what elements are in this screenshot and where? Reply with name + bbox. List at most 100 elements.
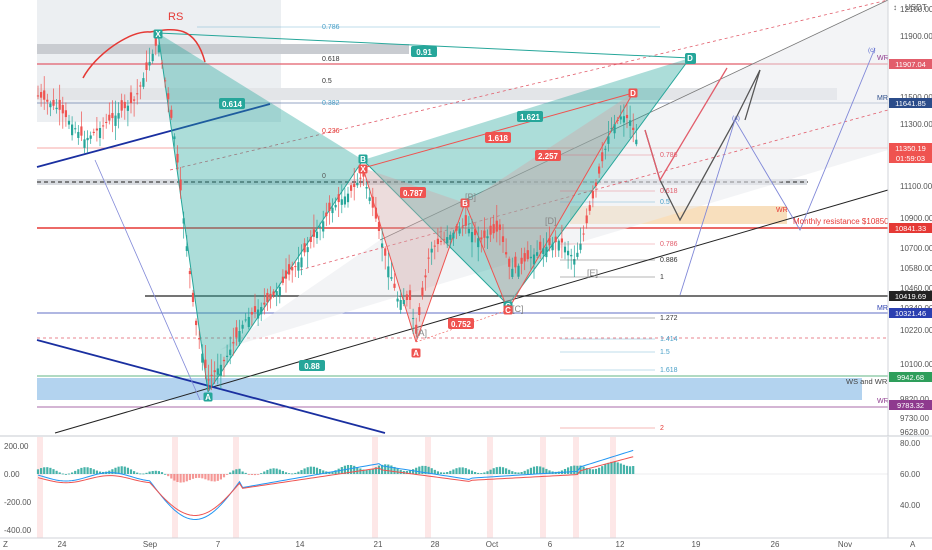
histogram-bar (523, 470, 526, 474)
histogram-bar (167, 474, 170, 477)
rs-label: RS (168, 11, 183, 23)
candle (548, 226, 551, 252)
histogram-bar (170, 474, 173, 479)
candle (483, 217, 486, 248)
pattern-point: B (460, 198, 470, 208)
histogram-bar (204, 474, 207, 480)
candle (467, 216, 470, 237)
candle (89, 131, 92, 144)
candle (560, 224, 563, 259)
histogram-bar (424, 465, 427, 474)
candle (291, 261, 294, 283)
histogram-bar (281, 470, 284, 474)
pattern-points: XABCDXABCD (153, 29, 696, 402)
fib-level: 0.5 (322, 78, 332, 85)
svg-text:0: 0 (322, 173, 326, 180)
ratio-tag: 0.787 (400, 187, 426, 198)
candle (272, 289, 275, 299)
histogram-bar (229, 472, 232, 474)
candle (579, 227, 582, 254)
histogram-bar (142, 473, 145, 475)
osc-highlight (487, 437, 493, 538)
candle (142, 72, 145, 90)
candle (238, 319, 241, 346)
candle (536, 240, 539, 259)
histogram-bar (356, 467, 359, 474)
histogram-bar (598, 467, 601, 474)
candle (58, 84, 61, 126)
histogram-bar (278, 469, 281, 474)
date-tick-label: 12 (616, 540, 625, 549)
histogram-bar (532, 466, 536, 474)
histogram-bar (58, 472, 61, 474)
svg-text:9942.68: 9942.68 (897, 373, 924, 382)
histogram-bar (120, 466, 123, 474)
histogram-bar (61, 473, 64, 475)
candle (340, 184, 343, 214)
pattern-point: D (685, 53, 696, 64)
date-tick-label: 6 (548, 540, 553, 549)
candle (430, 241, 433, 265)
candle (384, 246, 387, 270)
price-tag: 11907.04 (889, 59, 932, 69)
histogram-bar (467, 469, 470, 474)
candle (356, 173, 359, 189)
histogram-bar (607, 462, 610, 474)
svg-text:1.272: 1.272 (660, 315, 678, 322)
histogram-bar (139, 473, 142, 475)
candle (52, 88, 55, 110)
histogram-bar (387, 464, 390, 474)
osc-tick-label: 200.00 (4, 442, 29, 451)
candle (114, 100, 117, 140)
histogram-bar (585, 468, 588, 474)
svg-text:0.886: 0.886 (660, 257, 678, 264)
svg-text:0.382: 0.382 (322, 100, 340, 107)
svg-text:0.236: 0.236 (322, 128, 340, 135)
svg-text:0.614: 0.614 (222, 100, 243, 109)
candle (523, 247, 526, 271)
histogram-bar (539, 466, 542, 474)
red-harmonic-pattern (362, 92, 634, 343)
candle (244, 313, 247, 323)
svg-text:0.91: 0.91 (416, 48, 432, 57)
date-axis[interactable]: 24 Sep 7 14 21 28 Oct 6 12 19 26 Nov Z A (0, 537, 932, 550)
price-tick-label: 10220.00 (900, 326, 932, 335)
candle (160, 59, 164, 69)
histogram-bar (191, 474, 195, 479)
histogram-bar (145, 472, 148, 474)
candle (216, 353, 219, 385)
fib-level: 0.382 (322, 100, 340, 107)
fib-level: 0.618 (322, 56, 340, 63)
candle (517, 263, 520, 280)
svg-text:10841.33: 10841.33 (895, 224, 926, 233)
candle (126, 99, 129, 127)
candle (573, 245, 576, 278)
candle (322, 210, 325, 239)
candle (309, 230, 312, 249)
svg-text:A: A (413, 349, 419, 358)
histogram-bar (133, 471, 136, 474)
svg-text:1.621: 1.621 (520, 113, 541, 122)
osc-right-tick-label: 80.00 (900, 439, 921, 448)
date-tick-label: Sep (143, 540, 158, 549)
histogram-bar (461, 467, 464, 474)
svg-text:11641.85: 11641.85 (895, 99, 926, 108)
histogram-bar (201, 474, 204, 479)
candle (427, 248, 430, 273)
osc-tick-label: -200.00 (4, 498, 32, 507)
histogram-bar (486, 471, 489, 474)
histogram-bar (306, 467, 309, 474)
histogram-bar (591, 469, 594, 474)
histogram-bar (526, 469, 529, 474)
fib-level: 0.786 (197, 24, 660, 31)
svg-text:1: 1 (660, 274, 664, 281)
rs-arc (82, 28, 206, 79)
price-axis[interactable]: USDT ↕ 12100.0011900.0011700.0011500.001… (887, 0, 932, 437)
candle (486, 229, 489, 250)
candle (257, 299, 260, 327)
mr-label-top: MR (877, 95, 888, 102)
pattern-point: D (628, 88, 638, 98)
svg-text:2.257: 2.257 (538, 152, 559, 161)
candle (415, 317, 418, 337)
